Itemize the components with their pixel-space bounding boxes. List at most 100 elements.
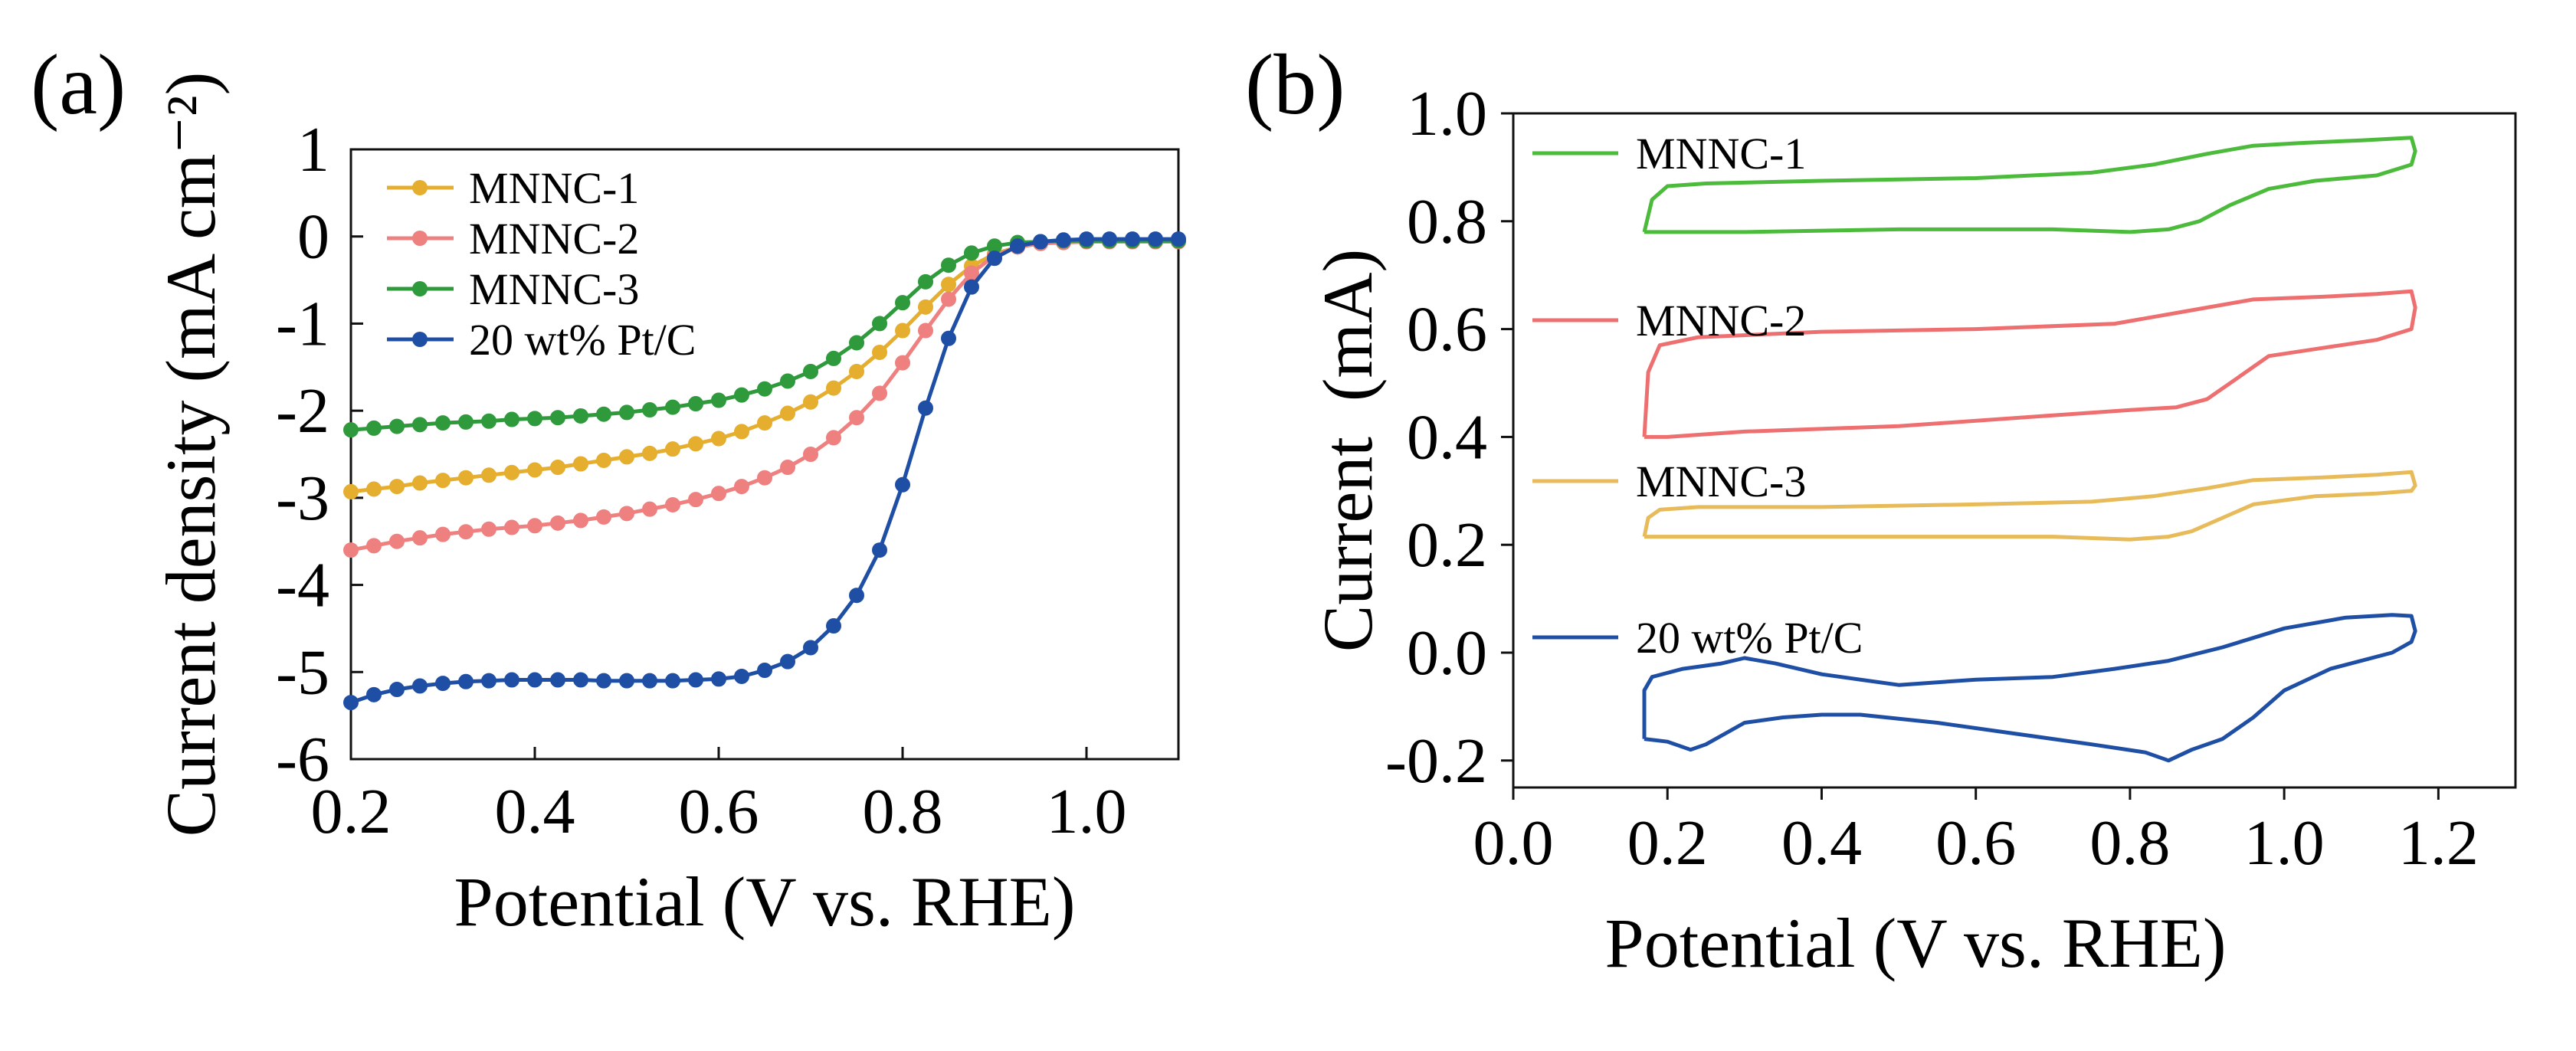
cv-loop: [1642, 470, 2417, 542]
data-point: [550, 515, 565, 531]
series-20-wt-pt-c: [343, 231, 1186, 711]
data-point: [1171, 231, 1186, 247]
cv-20-wt-pt-c: [1642, 613, 2417, 763]
data-point: [504, 519, 519, 535]
data-point: [665, 399, 680, 415]
panel-a-x-axis: 0.2 0.4 0.6 0.8 1.0: [311, 747, 1127, 847]
data-point: [688, 492, 703, 508]
data-point: [412, 678, 428, 694]
data-point: [1010, 238, 1025, 254]
data-point: [734, 668, 749, 684]
data-point: [895, 476, 910, 493]
data-point: [1102, 231, 1117, 247]
data-point: [665, 496, 680, 512]
data-point: [895, 323, 910, 339]
data-point: [527, 518, 542, 534]
y-tick-label: -2: [276, 375, 329, 447]
data-point: [665, 673, 680, 689]
legend-label: MNNC-1: [1636, 129, 1806, 178]
y-tick-label: 1.0: [1407, 78, 1487, 149]
x-tick-label: 0.4: [1781, 807, 1862, 879]
panel-a: (a) 1 0 -1 -2 -3 -4 -5 -6 0.2 0.4 0.6 0.8 1.0 Curre…: [31, 38, 1186, 941]
data-point: [780, 405, 795, 421]
y-tick-label: -0.2: [1385, 725, 1487, 797]
data-point: [573, 512, 588, 529]
panel-a-y-axis: 1 0 -1 -2 -3 -4 -5 -6: [276, 114, 363, 795]
cv-mnnc-3: [1642, 470, 2417, 542]
y-tick-label: -4: [276, 550, 329, 621]
panel-a-series: [343, 231, 1186, 711]
data-point: [826, 430, 841, 446]
data-point: [757, 470, 772, 486]
data-point: [412, 530, 428, 546]
data-point: [343, 483, 359, 499]
data-point: [849, 363, 864, 379]
data-point: [734, 424, 749, 440]
data-point: [458, 673, 474, 689]
y-tick-label: 0.8: [1407, 186, 1487, 257]
data-point: [435, 473, 451, 489]
data-point: [872, 344, 887, 360]
data-point: [435, 676, 451, 692]
data-point: [895, 355, 910, 371]
data-point: [366, 420, 382, 436]
data-point: [343, 422, 359, 438]
data-point: [527, 411, 542, 427]
legend-marker: [412, 180, 428, 195]
data-point: [481, 413, 497, 429]
data-point: [619, 404, 634, 421]
data-point: [366, 538, 382, 554]
data-point: [1125, 231, 1140, 247]
data-point: [688, 672, 703, 688]
legend-label: MNNC-3: [469, 264, 639, 314]
legend-marker: [412, 231, 428, 246]
cv-mnnc-2: [1642, 289, 2417, 439]
panel-a-x-axis-title: Potential (V vs. RHE): [454, 863, 1076, 941]
legend-label: 20 wt% Pt/C: [469, 315, 696, 365]
data-point: [895, 295, 910, 311]
x-tick-label: 1.0: [2244, 807, 2325, 879]
data-point: [987, 250, 1002, 267]
x-tick-label: 0.4: [495, 776, 575, 847]
data-point: [711, 392, 726, 408]
data-point: [872, 385, 887, 401]
panel-a-y-axis-title: Current density (mA cm⁻²): [152, 72, 230, 837]
data-point: [918, 273, 933, 290]
data-point: [481, 467, 497, 483]
data-point: [596, 406, 611, 422]
data-point: [573, 408, 588, 424]
x-tick-label: 0.0: [1473, 807, 1554, 879]
data-point: [803, 447, 818, 462]
legend-label: MNNC-3: [1636, 457, 1806, 506]
data-point: [757, 381, 772, 397]
data-point: [412, 475, 428, 491]
panel-b-legend: MNNC-1 MNNC-2 MNNC-3 20 wt% Pt/C: [1532, 129, 1863, 663]
data-point: [527, 672, 542, 688]
data-point: [596, 452, 611, 468]
data-point: [389, 418, 405, 434]
data-point: [389, 682, 405, 698]
data-point: [872, 316, 887, 332]
x-tick-label: 0.2: [1627, 807, 1708, 879]
data-point: [941, 291, 956, 307]
data-point: [504, 672, 519, 688]
data-point: [389, 533, 405, 549]
data-point: [458, 470, 474, 486]
data-point: [803, 394, 818, 410]
cv-loop: [1642, 289, 2417, 439]
data-point: [803, 363, 818, 379]
data-point: [711, 486, 726, 502]
panel-b-series: [1642, 136, 2417, 763]
x-tick-label: 0.8: [863, 776, 943, 847]
data-point: [665, 441, 680, 457]
data-point: [826, 380, 841, 396]
data-point: [964, 265, 979, 281]
legend-label: MNNC-1: [469, 163, 639, 213]
data-point: [366, 686, 382, 702]
data-point: [642, 501, 657, 517]
panel-b-x-axis: 0.0 0.2 0.4 0.6 0.8 1.0 1.2: [1473, 787, 2479, 879]
panel-a-label: (a): [31, 38, 126, 133]
data-point: [573, 672, 588, 688]
cv-mnnc-1: [1642, 136, 2417, 234]
data-point: [458, 414, 474, 430]
